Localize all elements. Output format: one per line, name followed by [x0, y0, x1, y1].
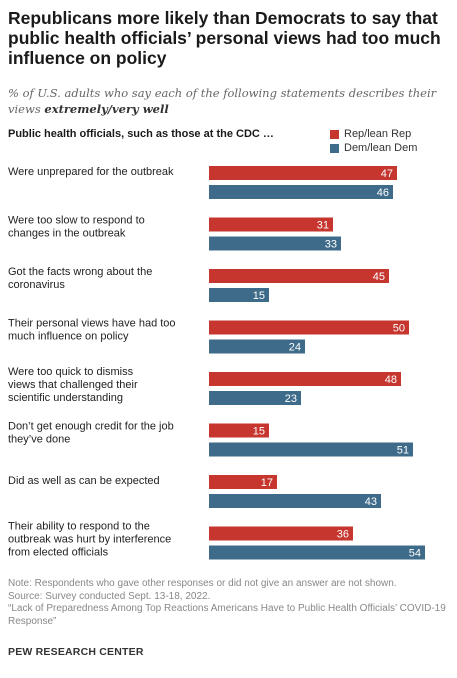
chart-subtitle: % of U.S. adults who say each of the fol… — [8, 85, 448, 117]
bar-group: Were too slow to respond to changes in th… — [8, 215, 341, 251]
bar-group: Their personal views have had too much in… — [8, 318, 409, 354]
note-text: Note: Respondents who gave other respons… — [8, 578, 397, 589]
brand-logo-text: PEW RESEARCH CENTER — [8, 646, 144, 658]
bar-rep — [209, 217, 333, 232]
value-label-dem: 23 — [285, 393, 297, 405]
category-label-line: from elected officials — [8, 547, 109, 559]
legend-label-rep: Rep/lean Rep — [344, 128, 412, 140]
value-label-rep: 47 — [381, 168, 393, 180]
bar-dem — [209, 185, 393, 199]
bar-rep — [209, 372, 401, 386]
bar-rep — [209, 166, 397, 180]
bar-group: Were too quick to dismiss views that chal… — [8, 366, 401, 405]
category-label: Were too slow to respond to changes in th… — [8, 215, 145, 240]
legend-swatch-rep — [330, 129, 339, 139]
bar-dem — [209, 545, 425, 560]
value-label-dem: 46 — [377, 187, 389, 199]
category-label: Were unprepared for the outbreak — [8, 166, 174, 178]
category-label-line: outbreak was hurt by interference — [8, 534, 171, 546]
bar-rep — [209, 526, 353, 541]
value-label-rep: 50 — [393, 323, 405, 335]
category-label-line: changes in the outbreak — [8, 228, 126, 240]
value-label-dem: 33 — [325, 239, 337, 251]
value-label-dem: 51 — [397, 445, 409, 457]
category-label-line: Their ability to respond to the — [8, 521, 150, 533]
value-label-rep: 15 — [253, 426, 265, 438]
value-label-rep: 36 — [337, 529, 349, 541]
legend-swatch-dem — [330, 143, 339, 153]
value-label-dem: 54 — [409, 548, 421, 560]
bar-dem — [209, 494, 381, 508]
bar-rep — [209, 423, 269, 438]
bar-dem — [209, 288, 269, 302]
value-label-rep: 45 — [373, 271, 385, 283]
value-label-dem: 43 — [365, 496, 377, 508]
legend-item-dem: Dem/lean Dem — [330, 141, 417, 155]
category-label: Their ability to respond to the outbreak … — [8, 521, 171, 559]
category-label-line: Don’t get enough credit for the job — [8, 421, 174, 433]
bar-rep — [209, 475, 277, 489]
category-label-line: much influence on policy — [8, 331, 129, 343]
category-label: Did as well as can be expected — [8, 475, 160, 487]
category-label-line: coronavirus — [8, 279, 65, 291]
bar-group: Got the facts wrong about the coronavirus… — [8, 266, 389, 302]
bar-dem — [209, 442, 413, 457]
value-label-rep: 48 — [385, 374, 397, 386]
bar-group: Did as well as can be expected 17 43 — [8, 475, 381, 508]
subtitle-text: % of U.S. adults who say each of the fol… — [8, 86, 437, 116]
category-label-line: Did as well as can be expected — [8, 475, 160, 487]
bar-group: Were unprepared for the outbreak 47 46 — [8, 166, 397, 199]
legend: Rep/lean Rep Dem/lean Dem — [330, 127, 417, 155]
category-label-line: scientific understanding — [8, 392, 123, 404]
bar-rep — [209, 320, 409, 335]
category-label: Got the facts wrong about the coronavirus — [8, 266, 152, 291]
bar-group: Their ability to respond to the outbreak … — [8, 521, 425, 560]
category-label: Were too quick to dismiss views that chal… — [8, 366, 138, 404]
category-label: Don’t get enough credit for the job they’… — [8, 421, 174, 446]
bar-rep — [209, 269, 389, 283]
category-label-line: views that challenged their — [8, 379, 138, 391]
value-label-rep: 17 — [261, 477, 273, 489]
legend-item-rep: Rep/lean Rep — [330, 127, 417, 141]
bar-dem — [209, 391, 301, 405]
value-label-dem: 15 — [253, 290, 265, 302]
chart-heading: Public health officials, such as those a… — [8, 128, 274, 140]
legend-label-dem: Dem/lean Dem — [344, 142, 418, 154]
category-label: Their personal views have had too much in… — [8, 318, 176, 343]
report-title: “Lack of Preparedness Among Top Reaction… — [8, 603, 446, 627]
category-label-line: Got the facts wrong about the — [8, 266, 152, 278]
category-label-line: Were too quick to dismiss — [8, 366, 134, 378]
bar-chart: Were unprepared for the outbreak 4746Were… — [8, 166, 425, 560]
bar-dem — [209, 339, 305, 354]
value-label-rep: 31 — [317, 220, 329, 232]
subtitle-emphasis: extremely/very well — [44, 102, 169, 116]
category-label-line: Were too slow to respond to — [8, 215, 145, 227]
bar-dem — [209, 236, 341, 251]
bar-group: Don’t get enough credit for the job they’… — [8, 421, 413, 457]
chart-title: Republicans more likely than Democrats t… — [8, 8, 441, 68]
category-label-line: Were unprepared for the outbreak — [8, 166, 174, 178]
value-label-dem: 24 — [289, 342, 301, 354]
category-label-line: they’ve done — [8, 434, 70, 446]
footnote: Note: Respondents who gave other respons… — [8, 578, 448, 628]
category-label-line: Their personal views have had too — [8, 318, 176, 330]
source-text: Source: Survey conducted Sept. 13-18, 20… — [8, 590, 211, 602]
